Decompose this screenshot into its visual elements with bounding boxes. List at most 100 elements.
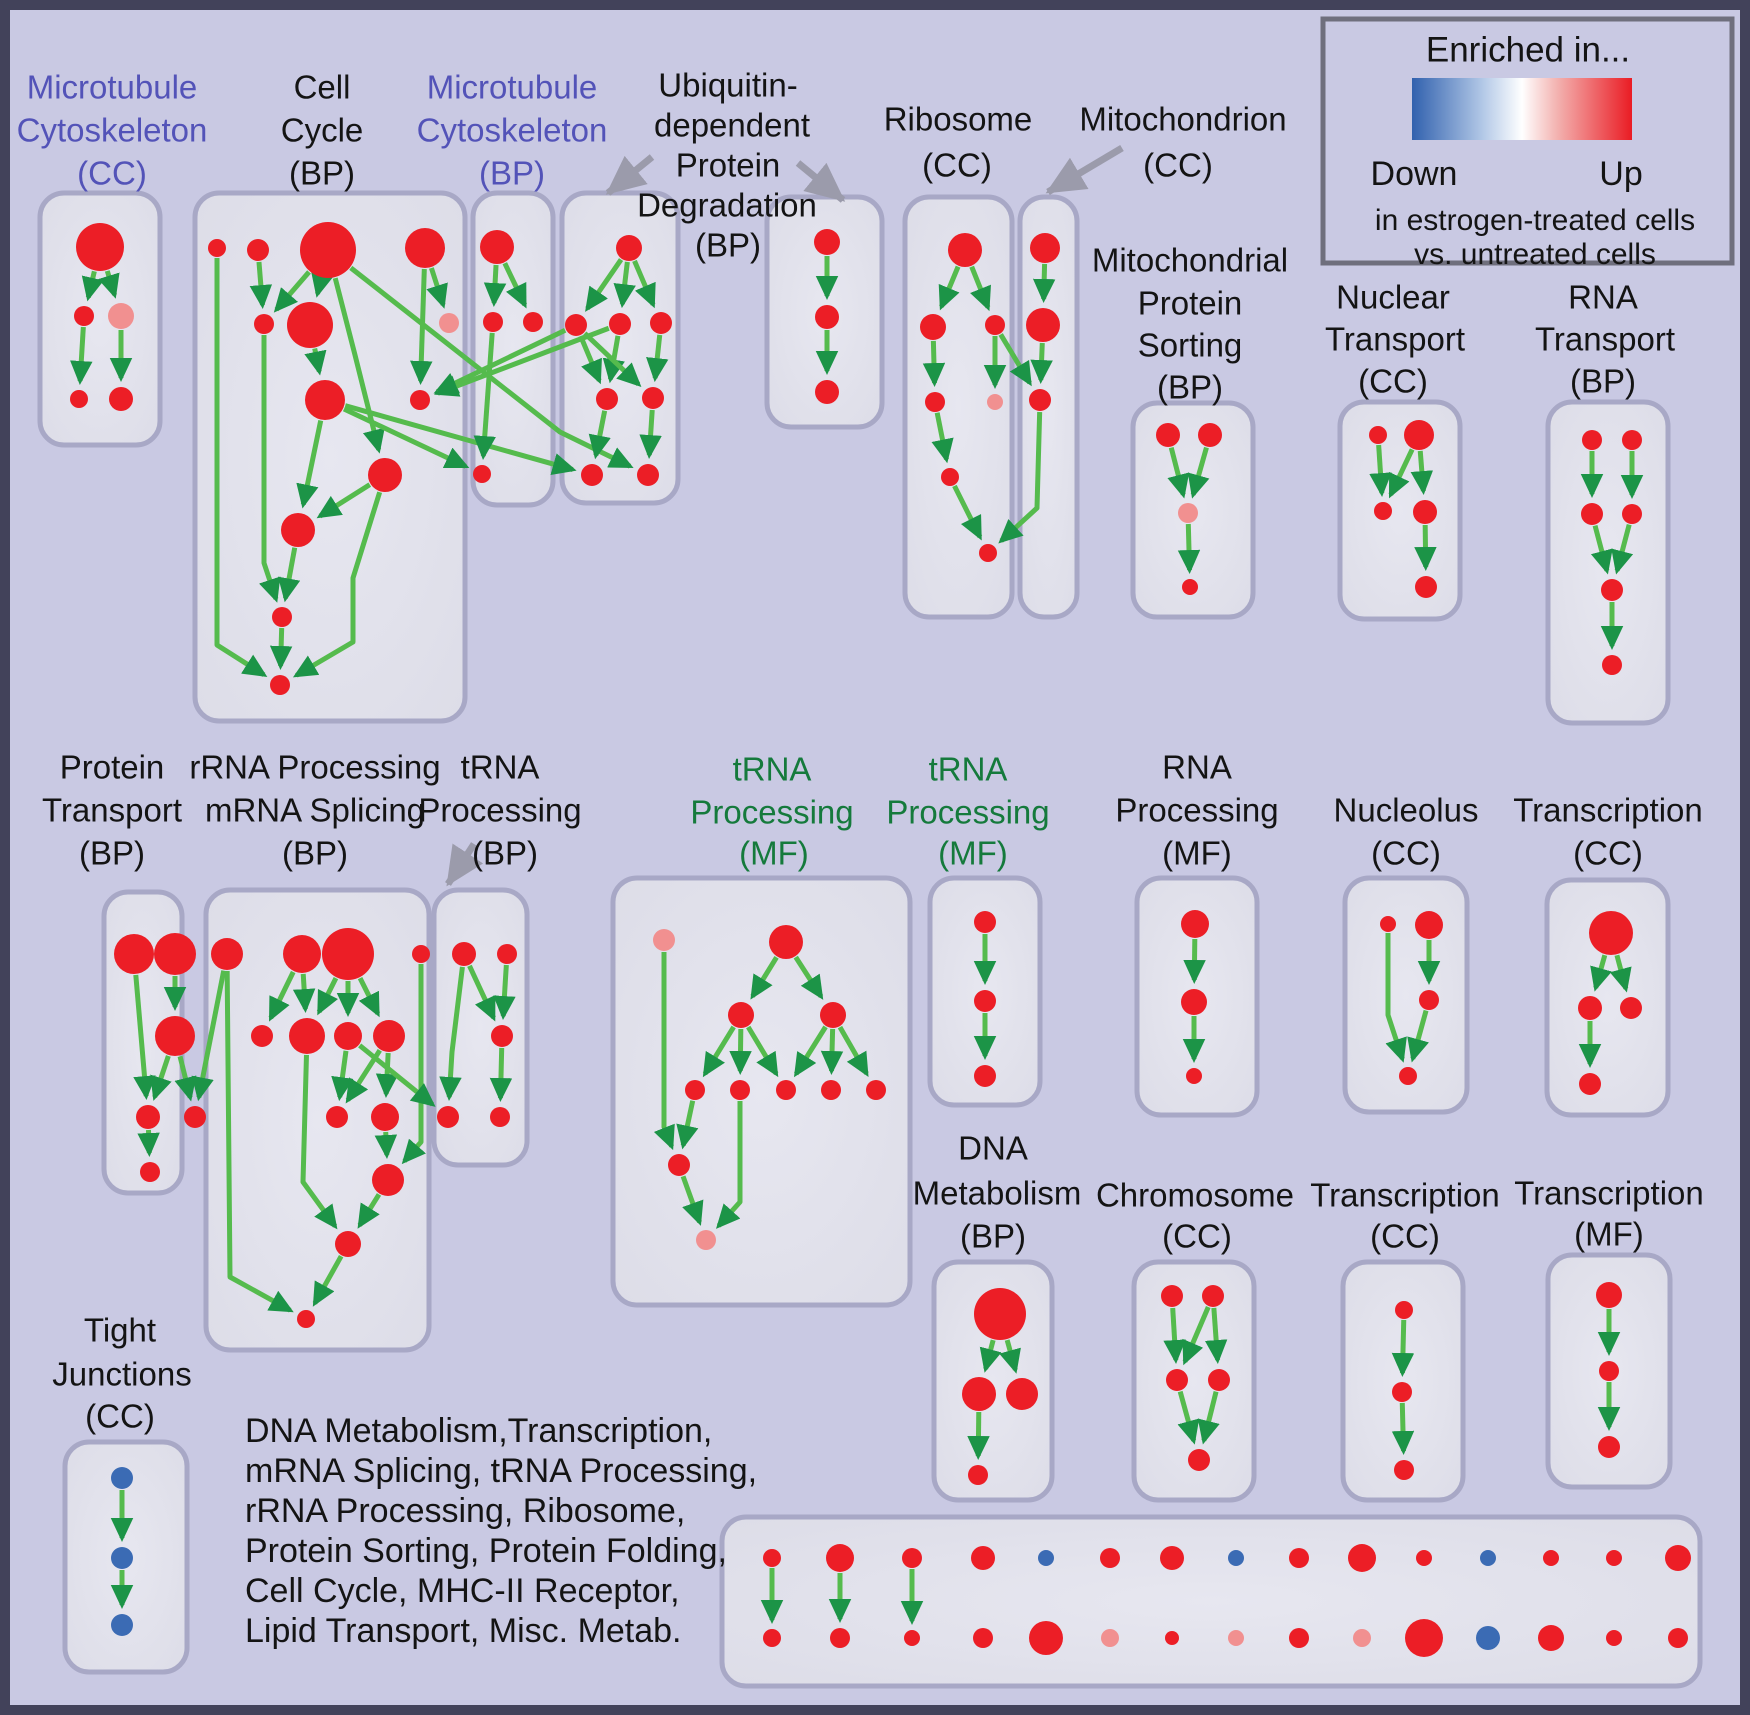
go-term-node-cc8 [305, 380, 345, 420]
edge-cc11-cc12 [277, 547, 301, 603]
go-term-node-t23 [1394, 1460, 1414, 1480]
go-term-node-tm4 [820, 1002, 846, 1028]
edge-rb1-rb2 [938, 265, 961, 311]
cluster-label: mRNA Splicing [205, 792, 425, 829]
edge-tm3-tm5 [702, 1025, 736, 1078]
cluster-label: Tight [84, 1312, 156, 1349]
cluster-label: tRNA [733, 751, 812, 788]
go-term-node-bb2 [830, 1628, 850, 1648]
go-term-node-ts1 [974, 911, 996, 933]
edge-pt1-pt4 [133, 974, 156, 1101]
go-term-node-tc2 [1578, 996, 1602, 1020]
go-term-node-cc6 [287, 302, 333, 348]
edge-cc2-cc5 [249, 261, 273, 310]
edge-tm4-tm9 [837, 1025, 869, 1077]
collapsed-categories-text: Lipid Transport, Misc. Metab. [245, 1612, 682, 1650]
edge-tm4-tm7 [793, 1025, 828, 1078]
go-term-node-mt3 [1029, 389, 1051, 411]
pointer-to-trna-bp-cluster-icon [445, 842, 484, 887]
go-term-node-ub4 [650, 312, 672, 334]
edge-ub1-ub2 [585, 258, 624, 312]
go-term-node-rr3 [322, 928, 374, 980]
edge-nt2-nt4 [1410, 450, 1434, 496]
go-term-node-bt5 [1038, 1550, 1054, 1566]
go-term-node-bb14 [1606, 1630, 1622, 1646]
cluster-label: (BP) [695, 227, 761, 264]
cluster-label: Processing [418, 792, 581, 829]
cluster-label: Processing [690, 794, 853, 831]
go-term-node-nt1 [1369, 426, 1387, 444]
go-term-node-bb4 [973, 1628, 993, 1648]
go-term-node-pt2 [154, 933, 196, 975]
edge-tb2-tb3 [493, 964, 516, 1021]
edge-dm1-dm3 [999, 1339, 1021, 1374]
edge-rr2-rr5 [268, 970, 296, 1022]
edge-cc12-cc13 [269, 627, 293, 671]
go-term-node-nu1 [1380, 916, 1396, 932]
go-term-node-tb3 [491, 1025, 513, 1047]
pointer-to-ubiquitin-cluster-icon [605, 154, 655, 196]
cluster-box-transcription-cc-2 [1340, 1259, 1466, 1503]
edge-nu3-nu4 [1407, 1009, 1429, 1063]
edge-mt2-mt3 [1030, 342, 1053, 385]
go-term-node-bb10 [1353, 1629, 1371, 1647]
edge-nt2-nt3 [1388, 448, 1415, 499]
go-term-node-bb3 [904, 1630, 920, 1646]
go-term-node-ub5 [596, 388, 618, 410]
cluster-label: Protein [676, 147, 781, 184]
go-term-node-tf3 [1598, 1436, 1620, 1458]
edge-rt4-rt5 [1611, 524, 1634, 575]
collapsed-categories-text: mRNA Splicing, tRNA Processing, [245, 1452, 757, 1490]
cluster-label: Microtubule [27, 69, 198, 106]
go-term-node-uq1 [814, 229, 840, 255]
go-term-node-ms4 [1182, 579, 1198, 595]
cluster-box-nuclear-transport-cc [1337, 399, 1463, 622]
edge-t21-t22 [1391, 1319, 1415, 1378]
go-term-node-bt12 [1480, 1550, 1496, 1566]
edge-tc1-tc2 [1590, 954, 1612, 992]
go-term-node-tj1 [111, 1467, 133, 1489]
go-term-node-dm1 [974, 1288, 1026, 1340]
go-term-node-cc10 [368, 458, 402, 492]
edge-dm1-dm2 [979, 1339, 1002, 1373]
go-term-node-bt8 [1228, 1550, 1244, 1566]
go-term-node-bb1 [763, 1629, 781, 1647]
cluster-label: (BP) [1570, 363, 1636, 400]
go-term-node-rb3 [985, 315, 1005, 335]
go-term-node-rb7 [979, 544, 997, 562]
cluster-label: Metabolism [913, 1175, 1082, 1212]
edge-dm2-dm4 [967, 1411, 990, 1461]
cluster-label: (CC) [1573, 835, 1643, 872]
go-term-node-mb2 [483, 312, 503, 332]
go-term-node-rr2 [283, 935, 321, 973]
cluster-label: (CC) [1162, 1218, 1232, 1255]
cluster-label: (CC) [1143, 147, 1213, 184]
edge-ch4-ch5 [1197, 1391, 1220, 1445]
cluster-label: DNA [958, 1130, 1028, 1167]
go-term-node-cc12 [272, 607, 292, 627]
edge-cc8-cc11 [296, 420, 324, 509]
cluster-label: (CC) [922, 147, 992, 184]
edge-ub3-cc9 [434, 325, 610, 397]
cluster-label: Junctions [52, 1356, 191, 1393]
cluster-label: Transcription [1513, 792, 1703, 829]
collapsed-categories-text: Cell Cycle, MHC-II Receptor, [245, 1572, 680, 1610]
go-term-node-tc1 [1589, 911, 1633, 955]
edge-tm6-tm11 [716, 1101, 743, 1229]
go-term-node-bt6 [1100, 1548, 1120, 1568]
go-term-node-nt4 [1413, 500, 1437, 524]
cluster-label: (CC) [1371, 835, 1441, 872]
go-term-node-pt5 [184, 1106, 206, 1128]
legend-subtitle-2: vs. untreated cells [1414, 238, 1656, 271]
cluster-box-trna-mf-large [610, 875, 913, 1308]
edge-nt4-nt5 [1414, 524, 1437, 572]
cluster-label: (BP) [960, 1218, 1026, 1255]
edge-ms2-ms3 [1187, 446, 1210, 499]
edge-nu1-nu4 [1385, 933, 1407, 1063]
go-term-node-tm9 [866, 1080, 886, 1100]
edge-ch2-ch3 [1182, 1306, 1211, 1366]
go-term-node-mb3 [523, 312, 543, 332]
go-term-node-rb4 [925, 392, 945, 412]
go-term-node-uq3 [815, 380, 839, 404]
